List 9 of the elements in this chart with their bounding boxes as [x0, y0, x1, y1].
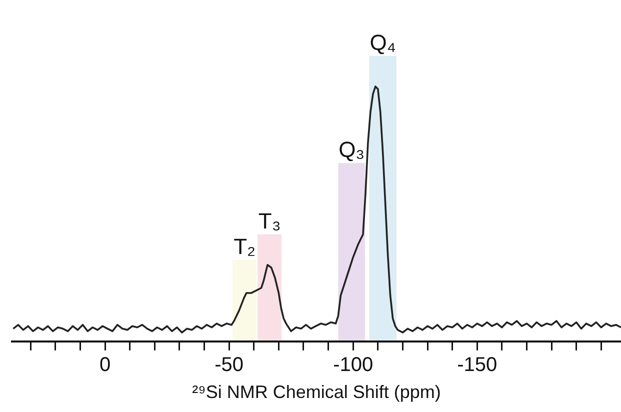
x-tick-label: -100: [333, 354, 374, 376]
band-label: Q₃: [338, 137, 365, 162]
band-label: T₂: [234, 234, 256, 259]
x-tick-label: -150: [457, 354, 498, 376]
x-tick-label: 0: [99, 354, 111, 376]
band-label: Q₄: [370, 30, 396, 55]
x-tick-label: -50: [214, 354, 244, 376]
x-axis-title: ²⁹Si NMR Chemical Shift (ppm): [192, 382, 441, 402]
band-label: T₃: [258, 208, 281, 234]
